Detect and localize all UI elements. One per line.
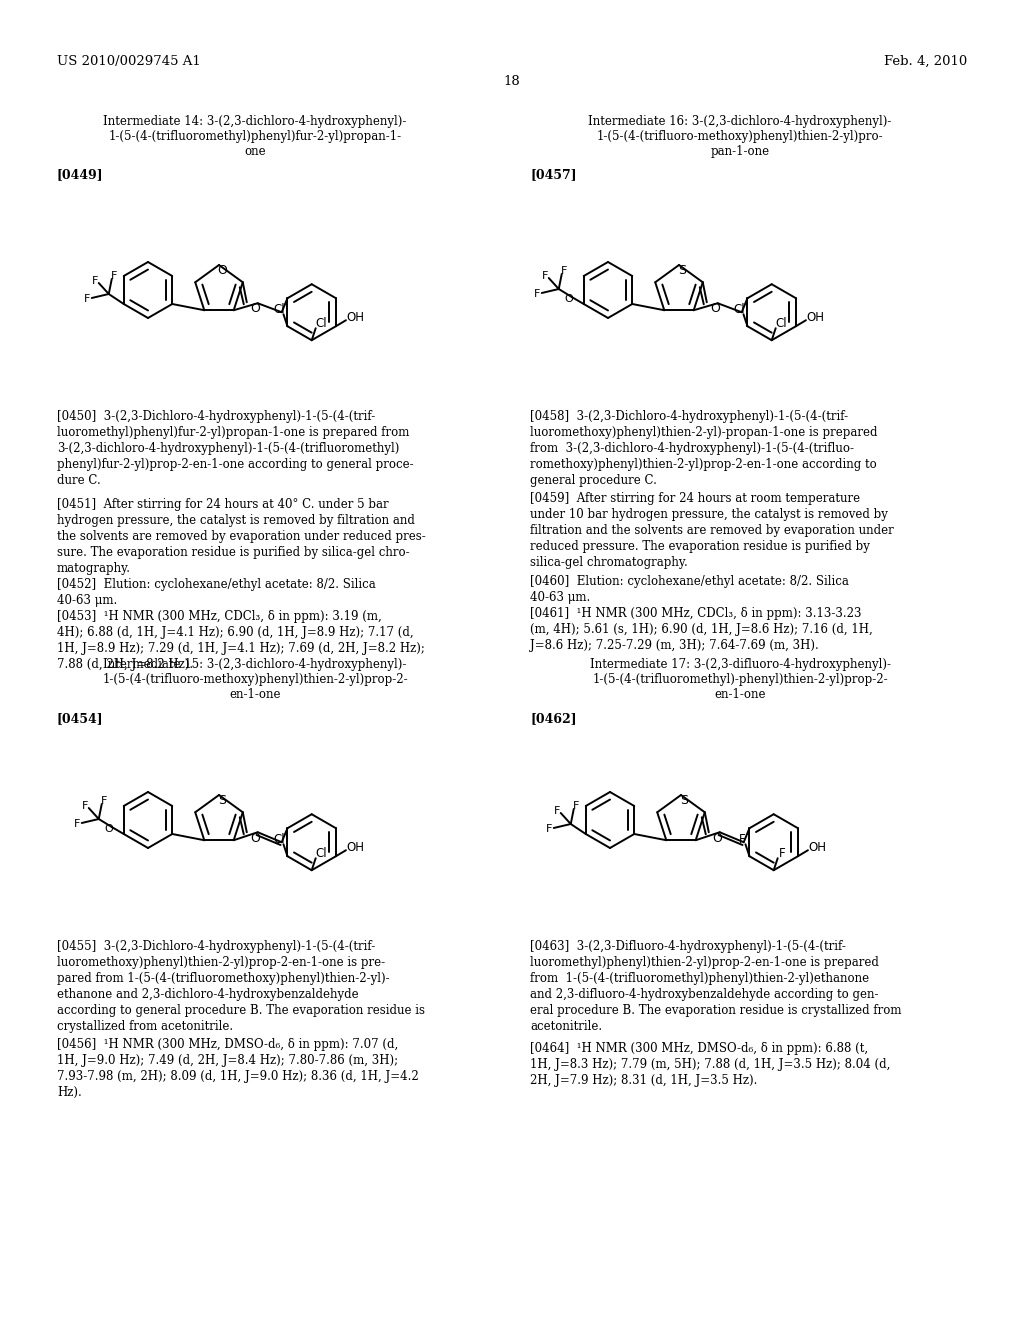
Text: F: F xyxy=(739,833,745,846)
Text: F: F xyxy=(560,267,567,276)
Text: F: F xyxy=(100,796,106,807)
Text: luoromethoxy)phenyl)thien-2-yl)prop-2-en-1-one is pre-: luoromethoxy)phenyl)thien-2-yl)prop-2-en… xyxy=(57,956,385,969)
Text: OH: OH xyxy=(346,310,364,323)
Text: Intermediate 17: 3-(2,3-difluoro-4-hydroxyphenyl)-
1-(5-(4-(trifluoromethyl)-phe: Intermediate 17: 3-(2,3-difluoro-4-hydro… xyxy=(590,657,891,701)
Text: 3-(2,3-dichloro-4-hydroxyphenyl)-1-(5-(4-(trifluoromethyl): 3-(2,3-dichloro-4-hydroxyphenyl)-1-(5-(4… xyxy=(57,442,399,455)
Text: Intermediate 16: 3-(2,3-dichloro-4-hydroxyphenyl)-
1-(5-(4-(trifluoro-methoxy)ph: Intermediate 16: 3-(2,3-dichloro-4-hydro… xyxy=(589,115,892,158)
Text: ethanone and 2,3-dichloro-4-hydroxybenzaldehyde: ethanone and 2,3-dichloro-4-hydroxybenza… xyxy=(57,987,358,1001)
Text: from  3-(2,3-dichloro-4-hydroxyphenyl)-1-(5-(4-(trifluo-: from 3-(2,3-dichloro-4-hydroxyphenyl)-1-… xyxy=(530,442,854,455)
Text: F: F xyxy=(778,846,785,859)
Text: O: O xyxy=(710,302,720,314)
Text: Cl: Cl xyxy=(273,833,286,846)
Text: F: F xyxy=(91,276,98,286)
Text: Intermediate 14: 3-(2,3-dichloro-4-hydroxyphenyl)-
1-(5-(4-(trifluoromethyl)phen: Intermediate 14: 3-(2,3-dichloro-4-hydro… xyxy=(103,115,407,158)
Text: O: O xyxy=(104,824,113,834)
Text: [0463]  3-(2,3-Difluoro-4-hydroxyphenyl)-1-(5-(4-(trif-: [0463] 3-(2,3-Difluoro-4-hydroxyphenyl)-… xyxy=(530,940,846,953)
Text: from  1-(5-(4-(trifluoromethyl)phenyl)thien-2-yl)ethanone: from 1-(5-(4-(trifluoromethyl)phenyl)thi… xyxy=(530,972,869,985)
Text: F: F xyxy=(74,818,80,829)
Text: F: F xyxy=(82,801,88,810)
Text: Feb. 4, 2010: Feb. 4, 2010 xyxy=(884,55,967,69)
Text: general procedure C.: general procedure C. xyxy=(530,474,656,487)
Text: (m, 4H); 5.61 (s, 1H); 6.90 (d, 1H, J=8.6 Hz); 7.16 (d, 1H,: (m, 4H); 5.61 (s, 1H); 6.90 (d, 1H, J=8.… xyxy=(530,623,872,636)
Text: Intermediate 15: 3-(2,3-dichloro-4-hydroxyphenyl)-
1-(5-(4-(trifluoro-methoxy)ph: Intermediate 15: 3-(2,3-dichloro-4-hydro… xyxy=(102,657,408,701)
Text: J=8.6 Hz); 7.25-7.29 (m, 3H); 7.64-7.69 (m, 3H).: J=8.6 Hz); 7.25-7.29 (m, 3H); 7.64-7.69 … xyxy=(530,639,819,652)
Text: 1H, J=8.3 Hz); 7.79 (m, 5H); 7.88 (d, 1H, J=3.5 Hz); 8.04 (d,: 1H, J=8.3 Hz); 7.79 (m, 5H); 7.88 (d, 1H… xyxy=(530,1059,891,1071)
Text: 7.93-7.98 (m, 2H); 8.09 (d, 1H, J=9.0 Hz); 8.36 (d, 1H, J=4.2: 7.93-7.98 (m, 2H); 8.09 (d, 1H, J=9.0 Hz… xyxy=(57,1071,419,1082)
Text: silica-gel chromatography.: silica-gel chromatography. xyxy=(530,556,688,569)
Text: OH: OH xyxy=(346,841,364,854)
Text: F: F xyxy=(534,289,540,300)
Text: S: S xyxy=(680,795,688,808)
Text: 1H, J=8.9 Hz); 7.29 (d, 1H, J=4.1 Hz); 7.69 (d, 2H, J=8.2 Hz);: 1H, J=8.9 Hz); 7.29 (d, 1H, J=4.1 Hz); 7… xyxy=(57,642,425,655)
Text: [0450]  3-(2,3-Dichloro-4-hydroxyphenyl)-1-(5-(4-(trif-: [0450] 3-(2,3-Dichloro-4-hydroxyphenyl)-… xyxy=(57,411,375,422)
Text: [0456]  ¹H NMR (300 MHz, DMSO-d₆, δ in ppm): 7.07 (d,: [0456] ¹H NMR (300 MHz, DMSO-d₆, δ in pp… xyxy=(57,1038,398,1051)
Text: according to general procedure B. The evaporation residue is: according to general procedure B. The ev… xyxy=(57,1005,425,1016)
Text: dure C.: dure C. xyxy=(57,474,100,487)
Text: [0457]: [0457] xyxy=(530,168,577,181)
Text: [0459]  After stirring for 24 hours at room temperature: [0459] After stirring for 24 hours at ro… xyxy=(530,492,860,506)
Text: luoromethyl)phenyl)fur-2-yl)propan-1-one is prepared from: luoromethyl)phenyl)fur-2-yl)propan-1-one… xyxy=(57,426,410,440)
Text: S: S xyxy=(678,264,686,277)
Text: [0462]: [0462] xyxy=(530,711,577,725)
Text: O: O xyxy=(712,832,722,845)
Text: F: F xyxy=(542,271,548,281)
Text: filtration and the solvents are removed by evaporation under: filtration and the solvents are removed … xyxy=(530,524,894,537)
Text: [0458]  3-(2,3-Dichloro-4-hydroxyphenyl)-1-(5-(4-(trif-: [0458] 3-(2,3-Dichloro-4-hydroxyphenyl)-… xyxy=(530,411,848,422)
Text: Cl: Cl xyxy=(315,317,327,330)
Text: luoromethoxy)phenyl)thien-2-yl)-propan-1-one is prepared: luoromethoxy)phenyl)thien-2-yl)-propan-1… xyxy=(530,426,878,440)
Text: [0455]  3-(2,3-Dichloro-4-hydroxyphenyl)-1-(5-(4-(trif-: [0455] 3-(2,3-Dichloro-4-hydroxyphenyl)-… xyxy=(57,940,375,953)
Text: [0460]  Elution: cyclohexane/ethyl acetate: 8/2. Silica: [0460] Elution: cyclohexane/ethyl acetat… xyxy=(530,576,849,587)
Text: [0454]: [0454] xyxy=(57,711,103,725)
Text: O: O xyxy=(217,264,227,277)
Text: matography.: matography. xyxy=(57,562,131,576)
Text: pared from 1-(5-(4-(trifluoromethoxy)phenyl)thien-2-yl)-: pared from 1-(5-(4-(trifluoromethoxy)phe… xyxy=(57,972,389,985)
Text: [0452]  Elution: cyclohexane/ethyl acetate: 8/2. Silica: [0452] Elution: cyclohexane/ethyl acetat… xyxy=(57,578,376,591)
Text: [0461]  ¹H NMR (300 MHz, CDCl₃, δ in ppm): 3.13-3.23: [0461] ¹H NMR (300 MHz, CDCl₃, δ in ppm)… xyxy=(530,607,861,620)
Text: crystallized from acetonitrile.: crystallized from acetonitrile. xyxy=(57,1020,233,1034)
Text: [0464]  ¹H NMR (300 MHz, DMSO-d₆, δ in ppm): 6.88 (t,: [0464] ¹H NMR (300 MHz, DMSO-d₆, δ in pp… xyxy=(530,1041,868,1055)
Text: 4H); 6.88 (d, 1H, J=4.1 Hz); 6.90 (d, 1H, J=8.9 Hz); 7.17 (d,: 4H); 6.88 (d, 1H, J=4.1 Hz); 6.90 (d, 1H… xyxy=(57,626,414,639)
Text: the solvents are removed by evaporation under reduced pres-: the solvents are removed by evaporation … xyxy=(57,531,426,543)
Text: O: O xyxy=(250,302,260,314)
Text: OH: OH xyxy=(808,841,826,854)
Text: F: F xyxy=(554,807,560,816)
Text: romethoxy)phenyl)thien-2-yl)prop-2-en-1-one according to: romethoxy)phenyl)thien-2-yl)prop-2-en-1-… xyxy=(530,458,877,471)
Text: [0449]: [0449] xyxy=(57,168,103,181)
Text: Cl: Cl xyxy=(315,846,327,859)
Text: and 2,3-difluoro-4-hydroxybenzaldehyde according to gen-: and 2,3-difluoro-4-hydroxybenzaldehyde a… xyxy=(530,987,879,1001)
Text: S: S xyxy=(218,795,226,808)
Text: [0453]  ¹H NMR (300 MHz, CDCl₃, δ in ppm): 3.19 (m,: [0453] ¹H NMR (300 MHz, CDCl₃, δ in ppm)… xyxy=(57,610,382,623)
Text: sure. The evaporation residue is purified by silica-gel chro-: sure. The evaporation residue is purifie… xyxy=(57,546,410,558)
Text: 1H, J=9.0 Hz); 7.49 (d, 2H, J=8.4 Hz); 7.80-7.86 (m, 3H);: 1H, J=9.0 Hz); 7.49 (d, 2H, J=8.4 Hz); 7… xyxy=(57,1053,398,1067)
Text: acetonitrile.: acetonitrile. xyxy=(530,1020,602,1034)
Text: under 10 bar hydrogen pressure, the catalyst is removed by: under 10 bar hydrogen pressure, the cata… xyxy=(530,508,888,521)
Text: US 2010/0029745 A1: US 2010/0029745 A1 xyxy=(57,55,201,69)
Text: [0451]  After stirring for 24 hours at 40° C. under 5 bar: [0451] After stirring for 24 hours at 40… xyxy=(57,498,389,511)
Text: O: O xyxy=(250,832,260,845)
Text: Cl: Cl xyxy=(733,302,745,315)
Text: 7.88 (d, 2H, J=8.2 Hz).: 7.88 (d, 2H, J=8.2 Hz). xyxy=(57,657,194,671)
Text: Cl: Cl xyxy=(273,302,286,315)
Text: Hz).: Hz). xyxy=(57,1086,82,1100)
Text: 18: 18 xyxy=(504,75,520,88)
Text: 40-63 μm.: 40-63 μm. xyxy=(530,591,590,605)
Text: 40-63 μm.: 40-63 μm. xyxy=(57,594,118,607)
Text: phenyl)fur-2-yl)prop-2-en-1-one according to general proce-: phenyl)fur-2-yl)prop-2-en-1-one accordin… xyxy=(57,458,414,471)
Text: F: F xyxy=(111,271,117,281)
Text: eral procedure B. The evaporation residue is crystallized from: eral procedure B. The evaporation residu… xyxy=(530,1005,901,1016)
Text: 2H, J=7.9 Hz); 8.31 (d, 1H, J=3.5 Hz).: 2H, J=7.9 Hz); 8.31 (d, 1H, J=3.5 Hz). xyxy=(530,1074,758,1086)
Text: hydrogen pressure, the catalyst is removed by filtration and: hydrogen pressure, the catalyst is remov… xyxy=(57,513,415,527)
Text: F: F xyxy=(572,801,579,810)
Text: O: O xyxy=(564,294,573,304)
Text: luoromethyl)phenyl)thien-2-yl)prop-2-en-1-one is prepared: luoromethyl)phenyl)thien-2-yl)prop-2-en-… xyxy=(530,956,879,969)
Text: Cl: Cl xyxy=(775,317,786,330)
Text: F: F xyxy=(546,824,552,834)
Text: F: F xyxy=(84,294,90,304)
Text: reduced pressure. The evaporation residue is purified by: reduced pressure. The evaporation residu… xyxy=(530,540,869,553)
Text: OH: OH xyxy=(806,310,824,323)
